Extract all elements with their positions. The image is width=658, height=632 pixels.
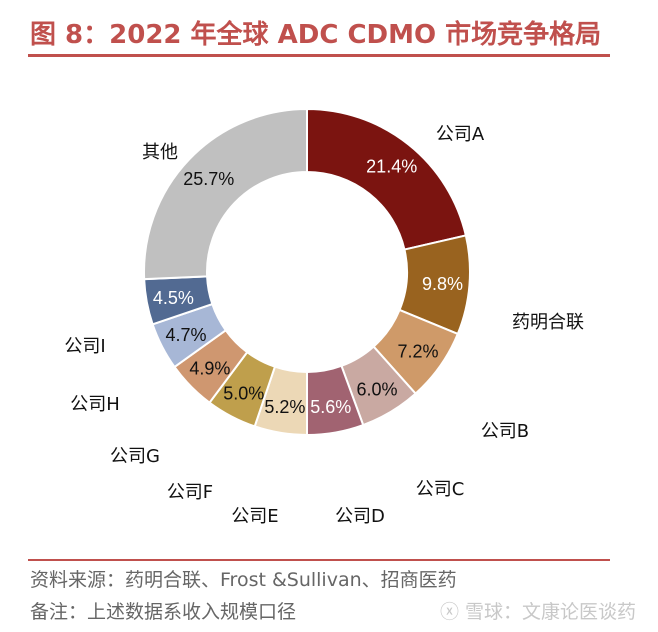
data-label: 4.9% — [189, 358, 230, 378]
data-label: 4.7% — [166, 325, 207, 345]
category-label: 药明合联 — [512, 312, 584, 333]
source-note: 资料来源：药明合联、Frost &Sullivan、招商医药 — [30, 569, 457, 591]
data-label: 5.2% — [264, 397, 305, 417]
data-label: 21.4% — [366, 157, 417, 177]
title-divider — [28, 54, 610, 57]
category-label: 公司I — [64, 336, 105, 357]
category-label: 其他 — [142, 142, 178, 163]
category-label: 公司G — [110, 446, 160, 467]
donut-chart: 21.4% 公司A 9.8% 药明合联 7.2% 公司B 6.0% 公司C 5.6% 公司D 5.2… — [64, 107, 584, 527]
remark-note: 备注：上述数据系收入规模口径 — [30, 601, 297, 623]
category-label: 公司D — [335, 506, 385, 527]
data-label: 25.7% — [183, 169, 234, 189]
category-label: 公司F — [167, 482, 213, 503]
category-label: 公司C — [416, 479, 465, 500]
data-label: 4.5% — [153, 288, 194, 308]
category-label: 公司A — [436, 124, 485, 145]
category-label: 公司E — [231, 506, 278, 527]
watermark: ⓧ 雪球：文康论医谈药 — [440, 601, 637, 623]
data-label: 6.0% — [356, 380, 397, 400]
footer-divider — [28, 559, 610, 561]
data-label: 5.6% — [310, 397, 351, 417]
watermark-text: 雪球：文康论医谈药 — [465, 601, 637, 623]
chart-title: 图 8：2022 年全球 ADC CDMO 市场竞争格局 — [30, 20, 602, 50]
data-label: 9.8% — [422, 274, 463, 294]
slice-10 — [143, 107, 308, 281]
data-label: 7.2% — [398, 342, 439, 362]
category-label: 公司H — [70, 394, 120, 415]
data-label: 5.0% — [223, 383, 264, 403]
category-label: 公司B — [481, 421, 529, 442]
